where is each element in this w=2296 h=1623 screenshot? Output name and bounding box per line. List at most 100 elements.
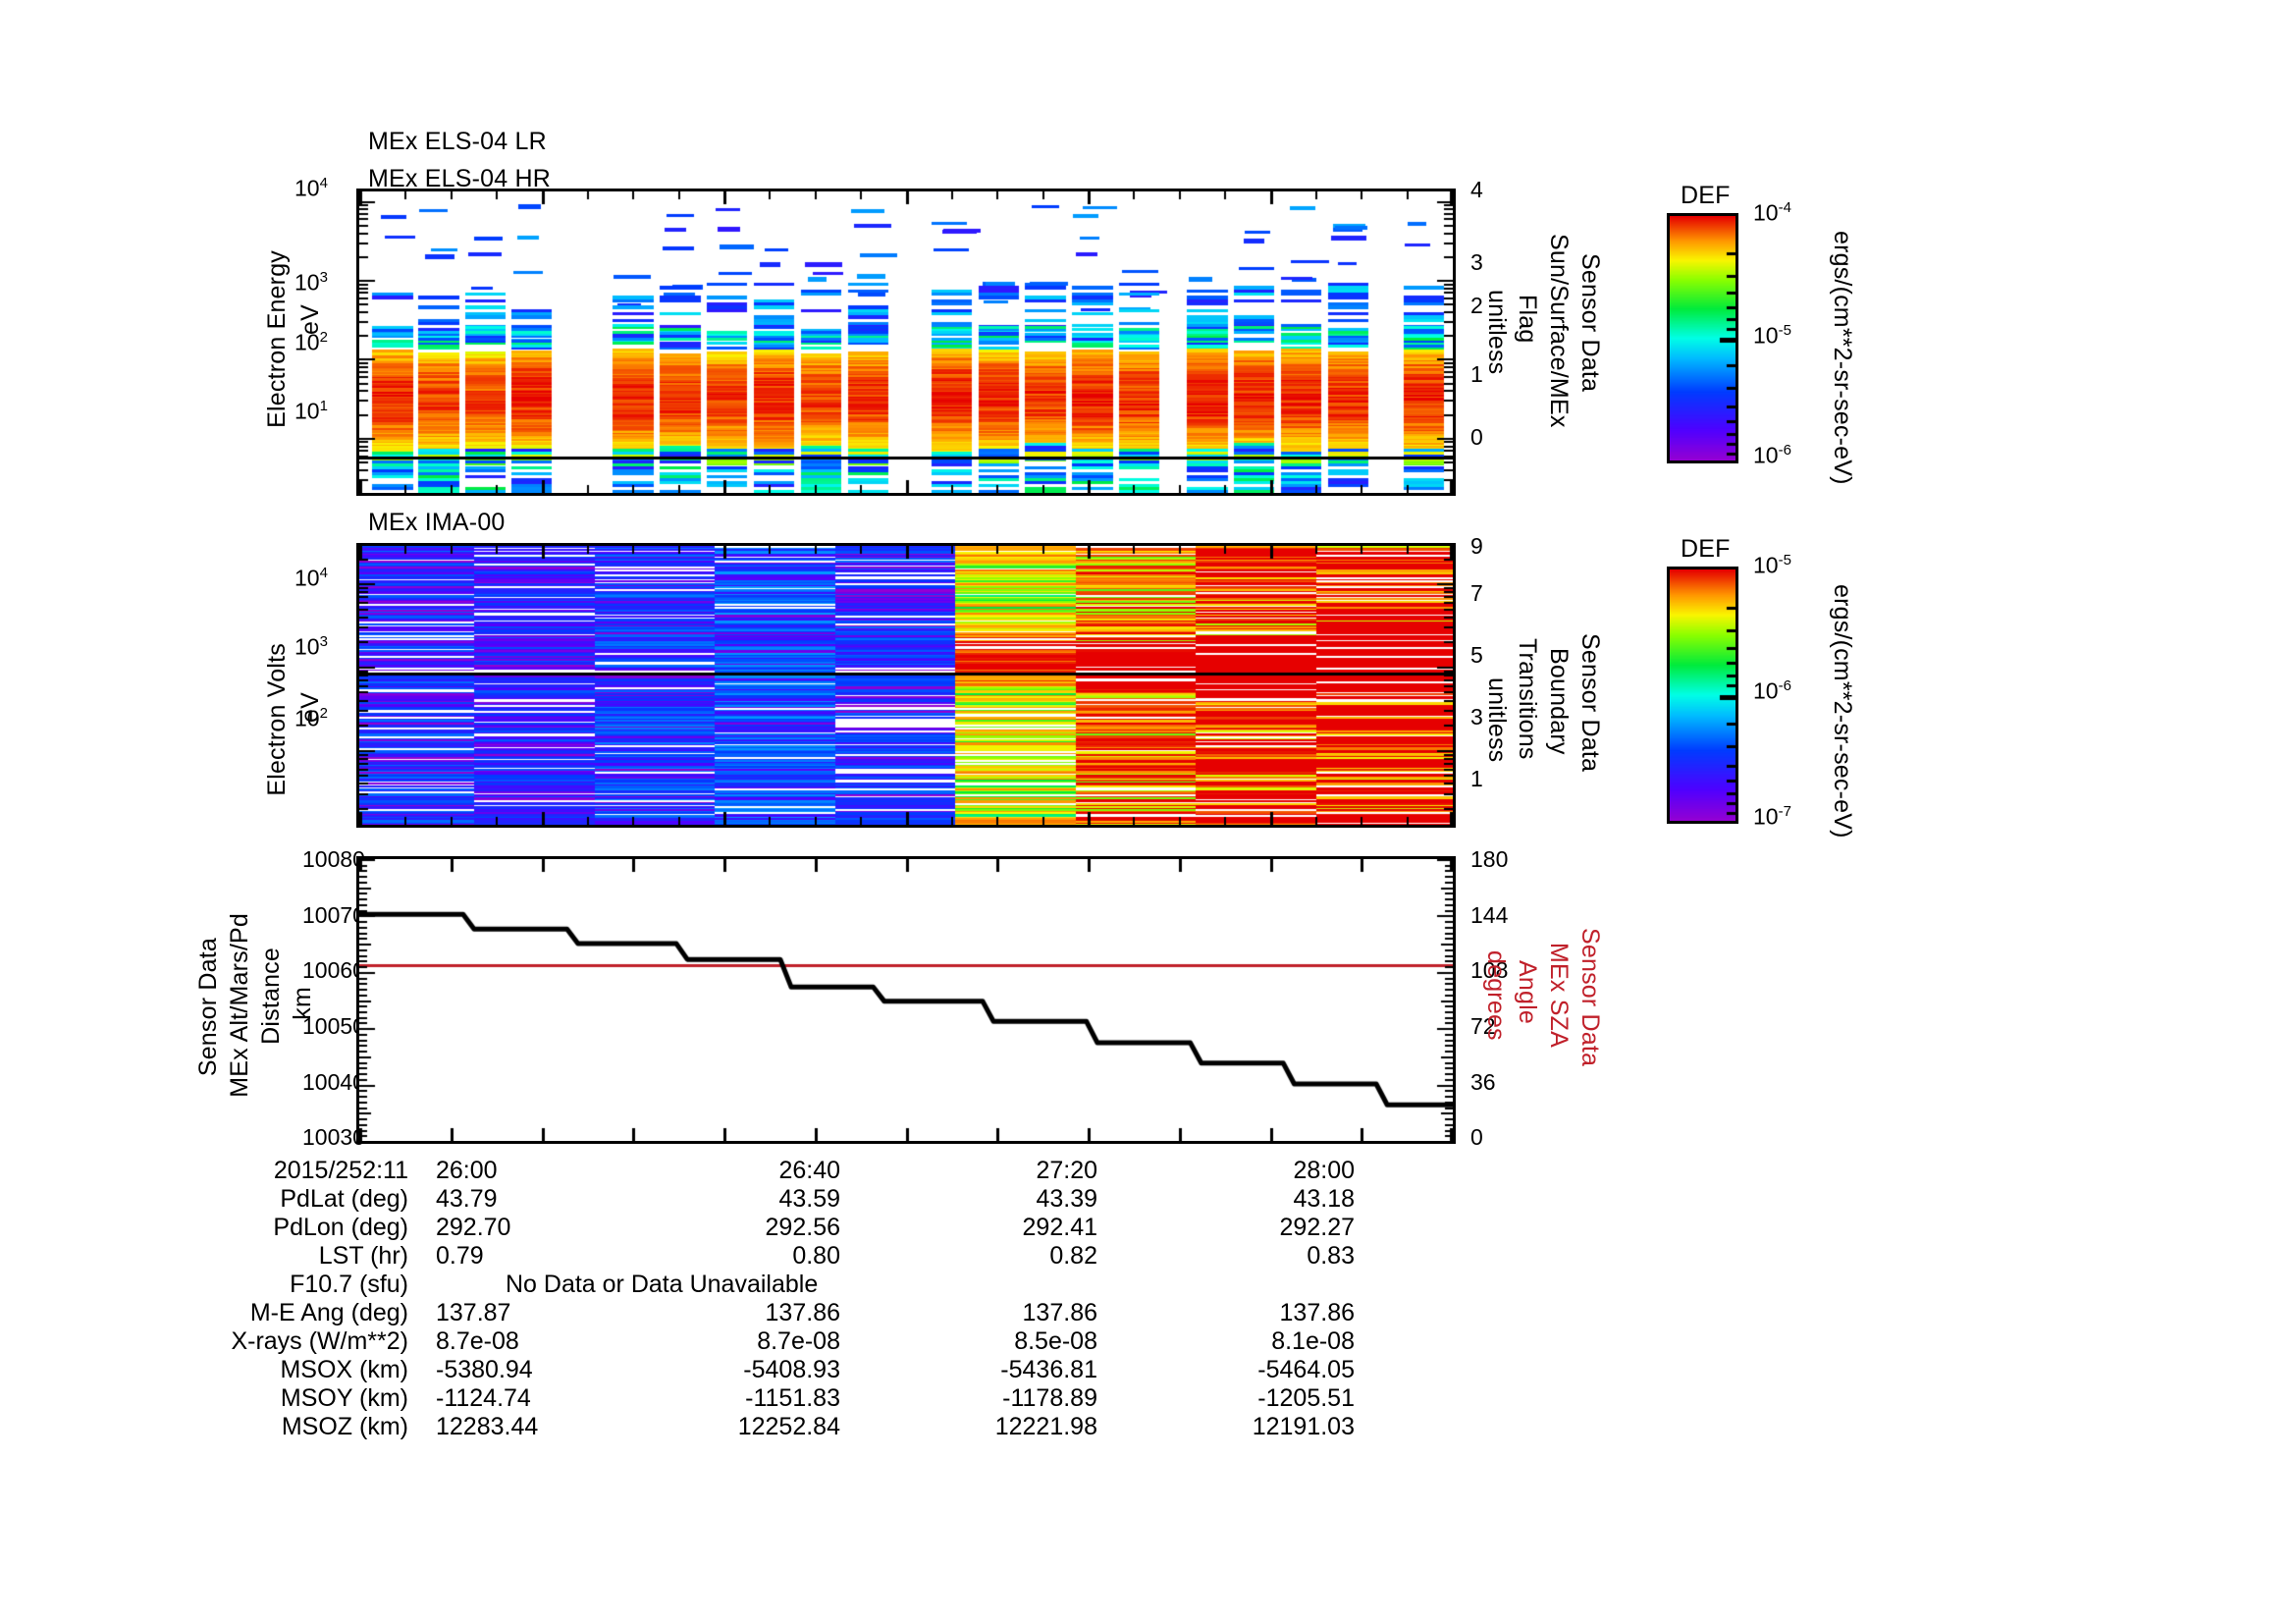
- table-cell: 0.83: [1307, 1242, 1355, 1270]
- table-cell: 27:20: [1036, 1157, 1097, 1184]
- table-row: MSOX (km) -5380.94 -5408.93 -5436.81 -5464.0…: [173, 1356, 1451, 1384]
- table-row-span-value: No Data or Data Unavailable: [506, 1271, 819, 1298]
- table-cell: 8.5e-08: [1014, 1327, 1097, 1355]
- table-cell: 12191.03: [1252, 1413, 1355, 1440]
- table-cell: -5408.93: [743, 1356, 840, 1383]
- table-cell: 292.70: [436, 1214, 511, 1241]
- table-cell: -1151.83: [745, 1384, 840, 1412]
- panel3-right-axis-degrees: degrees: [1482, 950, 1510, 1041]
- panel2-ytick-1e2: 102: [294, 705, 328, 731]
- panel1-title-lr: MEx ELS-04 LR: [368, 128, 547, 155]
- table-cell: 137.86: [1022, 1299, 1097, 1326]
- panel1-right-tick-3: 3: [1470, 249, 1483, 275]
- bottom-data-table: 2015/252:11 26:00 26:40 27:20 28:00 PdLat (de…: [173, 1157, 1451, 1441]
- panel3-ytick-10070: 10070: [302, 902, 365, 928]
- panel3-plot[interactable]: [356, 856, 1456, 1144]
- panel3-ytick-10080: 10080: [302, 846, 365, 872]
- panel1-right-tick-4: 4: [1470, 177, 1483, 202]
- table-row: MSOY (km) -1124.74 -1151.83 -1178.89 -1205.5…: [173, 1384, 1451, 1413]
- table-cell: -1124.74: [436, 1384, 531, 1412]
- table-row-label: LST (hr): [318, 1242, 408, 1270]
- table-cell: 12252.84: [737, 1413, 840, 1440]
- table-row-label: M-E Ang (deg): [249, 1299, 408, 1326]
- colorbar2-top-label: 10-5: [1753, 552, 1791, 578]
- panel1-right-axis-flag-src: Sun/Surface/MEx: [1545, 234, 1573, 428]
- table-cell: 0.82: [1049, 1242, 1097, 1270]
- table-cell: -1178.89: [1002, 1384, 1097, 1412]
- panel1-right-axis-flag: Flag: [1514, 295, 1541, 344]
- table-row-label: F10.7 (sfu): [290, 1271, 408, 1298]
- panel1-plot[interactable]: [356, 189, 1456, 496]
- table-row: 2015/252:11 26:00 26:40 27:20 28:00: [173, 1157, 1451, 1185]
- table-cell: 0.80: [792, 1242, 840, 1270]
- panel3-left-axis-distance: Distance: [257, 947, 285, 1045]
- table-row: F10.7 (sfu) No Data or Data Unavailable: [173, 1271, 1451, 1299]
- panel3-ytick-10030: 10030: [302, 1124, 365, 1150]
- table-cell: 43.59: [778, 1185, 840, 1213]
- table-row-label: MSOZ (km): [281, 1413, 408, 1440]
- panel3-right-axis-angle: Angle: [1514, 960, 1541, 1024]
- table-cell: 137.87: [436, 1299, 511, 1326]
- panel3-left-axis-alt: MEx Alt/Mars/Pd: [226, 913, 253, 1098]
- panel3-left-axis-sensor-data: Sensor Data: [194, 938, 222, 1077]
- panel1-title-hr: MEx ELS-04 HR: [368, 165, 551, 192]
- panel1-right-tick-2: 2: [1470, 293, 1483, 318]
- colorbar2-bottom-label: 10-7: [1753, 803, 1791, 830]
- panel1-right-tick-1: 1: [1470, 361, 1483, 387]
- table-cell: -1205.51: [1257, 1384, 1355, 1412]
- table-cell: 26:00: [436, 1157, 498, 1184]
- table-row-label: X-rays (W/m**2): [231, 1327, 408, 1355]
- panel3-ytick-10040: 10040: [302, 1069, 365, 1095]
- panel2-right-axis-boundary: Boundary: [1545, 648, 1573, 755]
- panel2-ytick-1e4: 104: [294, 565, 328, 591]
- table-cell: 12221.98: [994, 1413, 1097, 1440]
- table-cell: 292.56: [765, 1214, 840, 1241]
- table-row: X-rays (W/m**2) 8.7e-08 8.7e-08 8.5e-08 8.1e…: [173, 1327, 1451, 1356]
- table-cell: 8.1e-08: [1271, 1327, 1355, 1355]
- table-cell: 0.79: [436, 1242, 484, 1270]
- panel1-ytick-1e2: 102: [294, 329, 328, 355]
- panel3-right-tick-108: 108: [1470, 957, 1509, 983]
- ephemeris-table: 2015/252:11 26:00 26:40 27:20 28:00 PdLat (de…: [173, 1157, 1451, 1441]
- panel1-right-tick-0: 0: [1470, 424, 1483, 450]
- panel1-right-axis-unitless: unitless: [1483, 290, 1511, 375]
- table-cell: -5380.94: [436, 1356, 533, 1383]
- panel1-left-axis-name: Electron Energy: [263, 250, 291, 428]
- panel1-ytick-1e1: 101: [294, 398, 328, 424]
- panel2-right-tick-7: 7: [1470, 580, 1483, 606]
- colorbar1-top-label: 10-4: [1753, 199, 1791, 226]
- table-cell: 43.18: [1293, 1185, 1355, 1213]
- table-row: MSOZ (km) 12283.44 12252.84 12221.98 12191.0…: [173, 1413, 1451, 1441]
- panel2-left-axis-name: Electron Volts: [263, 643, 291, 796]
- panel3-right-tick-144: 144: [1470, 902, 1509, 928]
- table-row: LST (hr) 0.79 0.80 0.82 0.83: [173, 1242, 1451, 1271]
- table-row-label: PdLon (deg): [273, 1214, 408, 1241]
- colorbar2: [1667, 567, 1738, 824]
- table-row-label: 2015/252:11: [273, 1157, 408, 1184]
- panel2-right-tick-5: 5: [1470, 642, 1483, 668]
- colorbar2-units: ergs/(cm**2-sr-sec-eV): [1829, 584, 1856, 839]
- table-cell: 26:40: [778, 1157, 840, 1184]
- table-cell: 292.41: [1022, 1214, 1097, 1241]
- table-cell: 8.7e-08: [436, 1327, 519, 1355]
- table-row: PdLat (deg) 43.79 43.59 43.39 43.18: [173, 1185, 1451, 1214]
- table-row-label: PdLat (deg): [280, 1185, 408, 1213]
- table-cell: 43.39: [1036, 1185, 1097, 1213]
- ephemeris-table-body: 2015/252:11 26:00 26:40 27:20 28:00 PdLat (de…: [173, 1157, 1451, 1441]
- table-row-label: MSOY (km): [280, 1384, 408, 1412]
- panel2-right-axis-transitions: Transitions: [1514, 638, 1541, 760]
- table-cell: -5436.81: [1000, 1356, 1097, 1383]
- panel2-plot[interactable]: [356, 543, 1456, 828]
- table-row: M-E Ang (deg) 137.87 137.86 137.86 137.86: [173, 1299, 1451, 1327]
- colorbar1: [1667, 213, 1738, 463]
- table-cell: 43.79: [436, 1185, 498, 1213]
- table-row-label: MSOX (km): [280, 1356, 408, 1383]
- panel1-ytick-1e3: 103: [294, 269, 328, 296]
- table-row: PdLon (deg) 292.70 292.56 292.41 292.27: [173, 1214, 1451, 1242]
- panel3-right-axis-sensor-data: Sensor Data: [1576, 928, 1604, 1067]
- panel1-left-axis-label: Electron Energy: [263, 250, 292, 428]
- colorbar1-units: ergs/(cm**2-sr-sec-eV): [1829, 231, 1856, 485]
- table-cell: 28:00: [1293, 1157, 1355, 1184]
- colorbar2-mid-label: 10-6: [1753, 677, 1791, 704]
- panel3-right-axis-sza: MEx SZA: [1545, 943, 1573, 1048]
